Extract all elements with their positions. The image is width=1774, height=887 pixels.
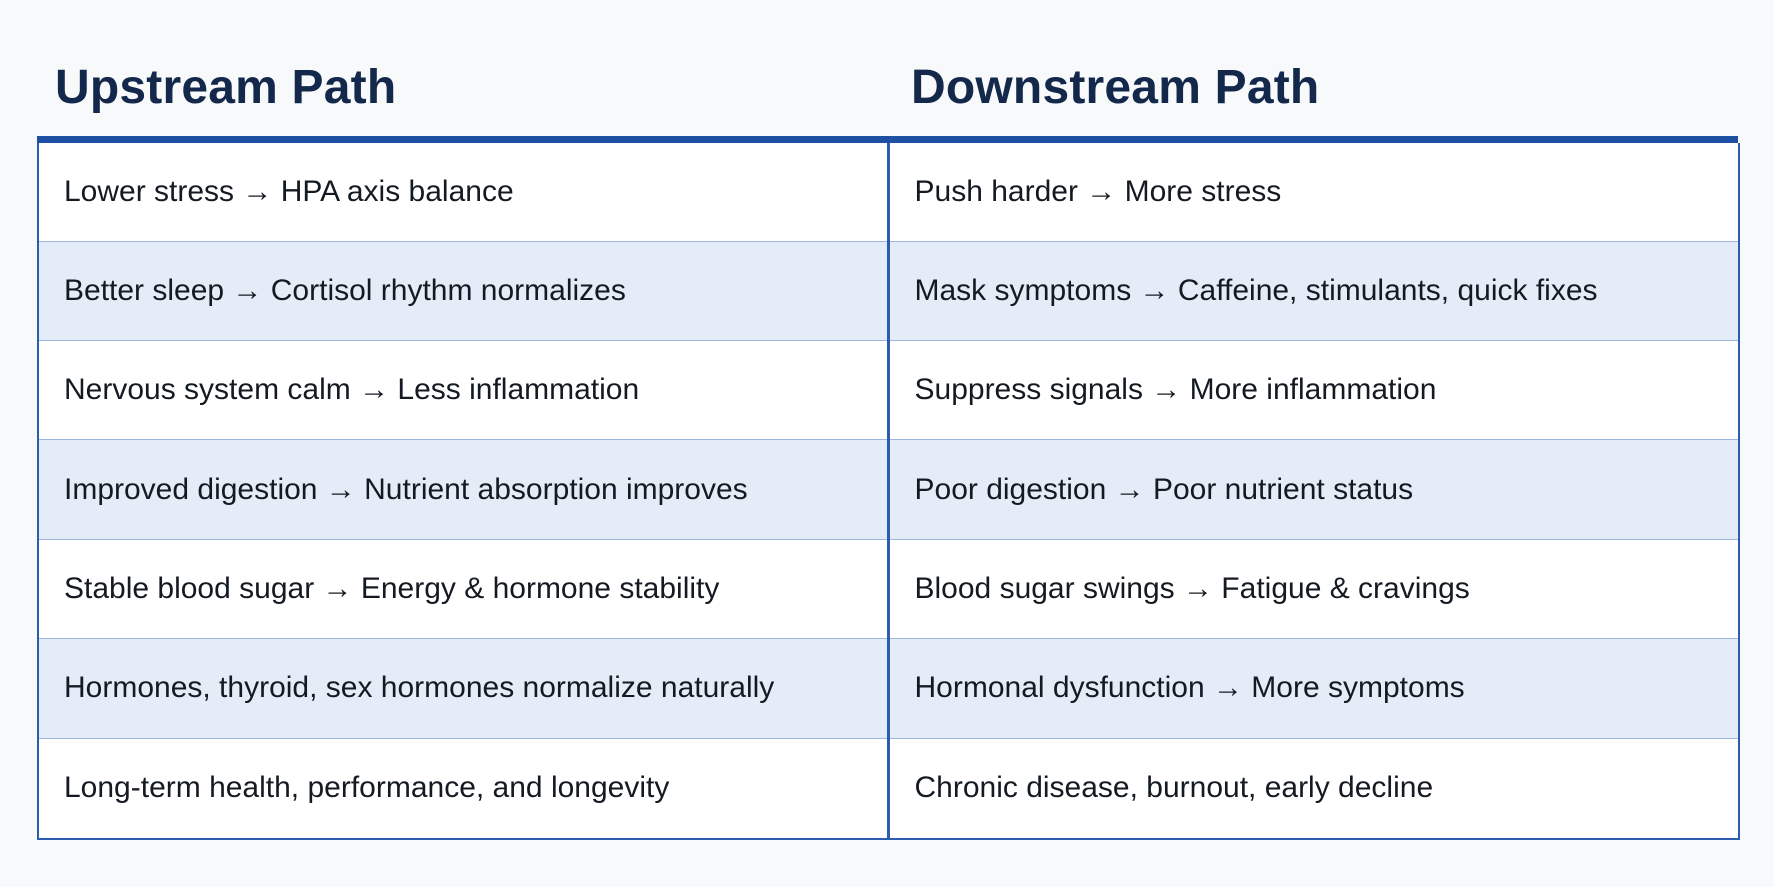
table-header-row: Upstream Path Downstream Path: [37, 60, 1738, 130]
table-row: Better sleep → Cortisol rhythm normalize…: [37, 240, 1740, 342]
downstream-cell: Hormonal dysfunction → More symptoms: [887, 638, 1740, 739]
upstream-path-heading: Upstream Path: [55, 61, 397, 114]
table-row: Lower stress → HPA axis balance Push har…: [37, 143, 1740, 242]
downstream-cell: Chronic disease, burnout, early decline: [887, 737, 1740, 840]
table-row: Stable blood sugar → Energy & hormone st…: [37, 538, 1740, 640]
upstream-cell: Nervous system calm → Less inflammation: [37, 339, 890, 441]
downstream-cell: Push harder → More stress: [887, 143, 1740, 242]
upstream-cell: Hormones, thyroid, sex hormones normaliz…: [37, 638, 890, 739]
comparison-table-grid: Lower stress → HPA axis balance Push har…: [37, 143, 1740, 840]
downstream-path-heading: Downstream Path: [911, 61, 1320, 114]
comparison-table: Lower stress → HPA axis balance Push har…: [37, 136, 1740, 840]
table-row: Nervous system calm → Less inflammation …: [37, 339, 1740, 441]
downstream-cell: Poor digestion → Poor nutrient status: [887, 439, 1740, 540]
upstream-cell: Long-term health, performance, and longe…: [37, 737, 890, 840]
upstream-cell: Lower stress → HPA axis balance: [37, 143, 890, 242]
upstream-cell: Stable blood sugar → Energy & hormone st…: [37, 538, 890, 640]
table-row: Hormones, thyroid, sex hormones normaliz…: [37, 638, 1740, 739]
upstream-cell: Better sleep → Cortisol rhythm normalize…: [37, 240, 890, 342]
table-row: Long-term health, performance, and longe…: [37, 737, 1740, 840]
table-row: Improved digestion → Nutrient absorption…: [37, 439, 1740, 540]
downstream-cell: Suppress signals → More inflammation: [887, 339, 1740, 441]
upstream-cell: Improved digestion → Nutrient absorption…: [37, 439, 890, 540]
downstream-cell: Mask symptoms → Caffeine, stimulants, qu…: [887, 240, 1740, 342]
downstream-cell: Blood sugar swings → Fatigue & cravings: [887, 538, 1740, 640]
